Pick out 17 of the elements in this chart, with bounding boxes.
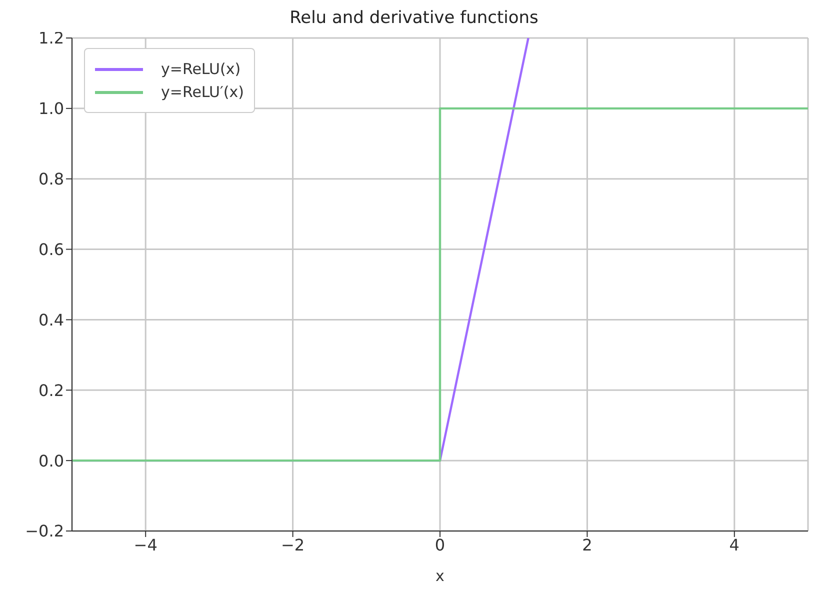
legend-label: y=ReLU(x) (161, 60, 241, 78)
y-tick-label: −0.2 (25, 522, 64, 541)
x-tick-label: −4 (134, 535, 158, 554)
y-tick-label: 0.4 (38, 310, 64, 330)
y-tick-label: 0.2 (38, 380, 64, 400)
y-tick-label: 1.2 (38, 28, 64, 48)
y-tick-label: 0.8 (38, 170, 64, 189)
legend-label: y=ReLU′(x) (161, 83, 244, 101)
x-tick-label: 2 (582, 535, 592, 554)
chart-title: Relu and derivative functions (290, 8, 538, 28)
y-tick-label: 0.6 (38, 240, 64, 259)
x-tick-label: 0 (434, 535, 446, 554)
x-tick-label: 4 (729, 535, 740, 554)
x-tick-label: −2 (281, 535, 305, 554)
y-tick-label: 0.0 (38, 451, 64, 470)
y-tick-label: 1.0 (38, 99, 64, 118)
x-axis-title: x (436, 567, 445, 585)
